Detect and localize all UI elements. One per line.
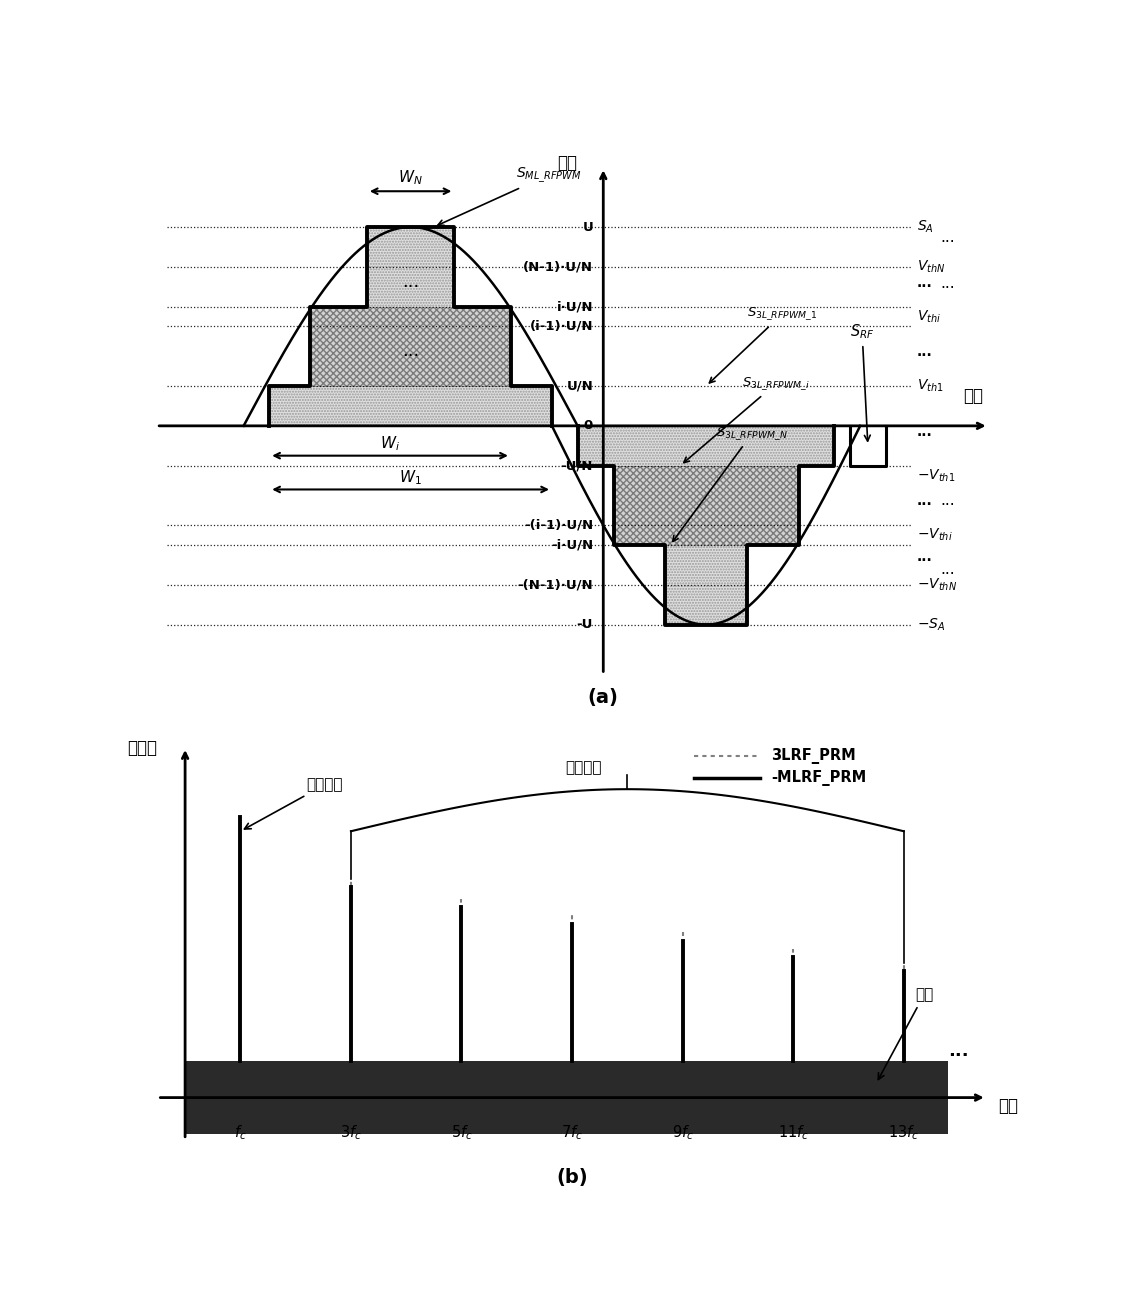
Text: 3LRF_PRM: 3LRF_PRM: [771, 748, 855, 764]
Text: -U/N: -U/N: [560, 459, 593, 472]
Text: $V_{th1}$: $V_{th1}$: [916, 378, 943, 395]
Text: U/N: U/N: [566, 379, 593, 392]
Text: -(N-1)·U/N: -(N-1)·U/N: [517, 579, 593, 592]
3LRF_PRM: [687, 748, 701, 764]
Text: ···: ···: [916, 554, 932, 568]
Text: $S_{3L\_RFPWM\_i}$: $S_{3L\_RFPWM\_i}$: [684, 375, 809, 463]
Text: ···: ···: [948, 1047, 968, 1064]
Text: ···: ···: [940, 281, 955, 297]
Text: $S_{3L\_RFPWM\_1}$: $S_{3L\_RFPWM\_1}$: [709, 306, 817, 383]
Text: 频率: 频率: [997, 1097, 1018, 1115]
Text: -(i-1)·U/N: -(i-1)·U/N: [524, 518, 593, 531]
MLRF_PRM: [753, 770, 766, 786]
Text: ···: ···: [940, 235, 955, 251]
Text: (i-1)·U/N: (i-1)·U/N: [530, 320, 593, 333]
Text: 射频信号: 射频信号: [245, 777, 344, 829]
Text: ···: ···: [402, 348, 419, 365]
Text: $S_A$: $S_A$: [916, 219, 933, 235]
Text: $S_{3L\_RFPWM\_N}$: $S_{3L\_RFPWM\_N}$: [673, 425, 788, 542]
Text: i·U/N: i·U/N: [557, 300, 593, 314]
Text: $-V_{thN}$: $-V_{thN}$: [916, 577, 957, 593]
Text: -i·U/N: -i·U/N: [551, 539, 593, 551]
Text: ···: ···: [940, 497, 955, 513]
Text: 底噪: 底噪: [878, 988, 933, 1080]
Text: 谐波分量: 谐波分量: [565, 760, 602, 775]
Text: (N-1)·U/N: (N-1)·U/N: [523, 260, 593, 273]
Bar: [185, 1061, 948, 1134]
Text: U: U: [583, 220, 593, 234]
Text: $3f_c$: $3f_c$: [340, 1123, 362, 1141]
Text: $-V_{thi}$: $-V_{thi}$: [916, 527, 952, 543]
Text: (a): (a): [588, 689, 619, 707]
Text: $11f_c$: $11f_c$: [778, 1123, 809, 1141]
MLRF_PRM: [687, 770, 701, 786]
Text: ···: ···: [402, 278, 419, 295]
Text: $W_i$: $W_i$: [380, 434, 400, 453]
Text: ···: ···: [916, 429, 932, 442]
Text: 功率谱: 功率谱: [127, 739, 158, 757]
Text: $W_1$: $W_1$: [399, 468, 421, 487]
Text: ···: ···: [916, 349, 932, 363]
Text: ···: ···: [916, 499, 932, 513]
3LRF_PRM: [753, 748, 766, 764]
Text: $f_c$: $f_c$: [234, 1123, 247, 1141]
Text: $S_{ML\_RFPWM}$: $S_{ML\_RFPWM}$: [438, 165, 582, 226]
Text: -MLRF_PRM: -MLRF_PRM: [771, 770, 867, 786]
Text: $9f_c$: $9f_c$: [672, 1123, 693, 1141]
Text: $-V_{th1}$: $-V_{th1}$: [916, 467, 955, 484]
Text: 时间: 时间: [962, 387, 983, 405]
Text: -U: -U: [577, 618, 593, 631]
Text: $W_N$: $W_N$: [398, 168, 423, 186]
Text: ···: ···: [940, 568, 955, 583]
Text: $7f_c$: $7f_c$: [561, 1123, 583, 1141]
Text: $V_{thi}$: $V_{thi}$: [916, 308, 941, 324]
Text: $S_{RF}$: $S_{RF}$: [850, 323, 875, 441]
Text: (b): (b): [557, 1168, 588, 1186]
Text: $V_{thN}$: $V_{thN}$: [916, 258, 946, 276]
Text: $-S_A$: $-S_A$: [916, 617, 946, 632]
Text: 幅度: 幅度: [558, 155, 577, 172]
Text: ···: ···: [916, 279, 932, 294]
Text: $5f_c$: $5f_c$: [451, 1123, 472, 1141]
Text: 0: 0: [584, 420, 593, 433]
Text: $13f_c$: $13f_c$: [888, 1123, 920, 1141]
